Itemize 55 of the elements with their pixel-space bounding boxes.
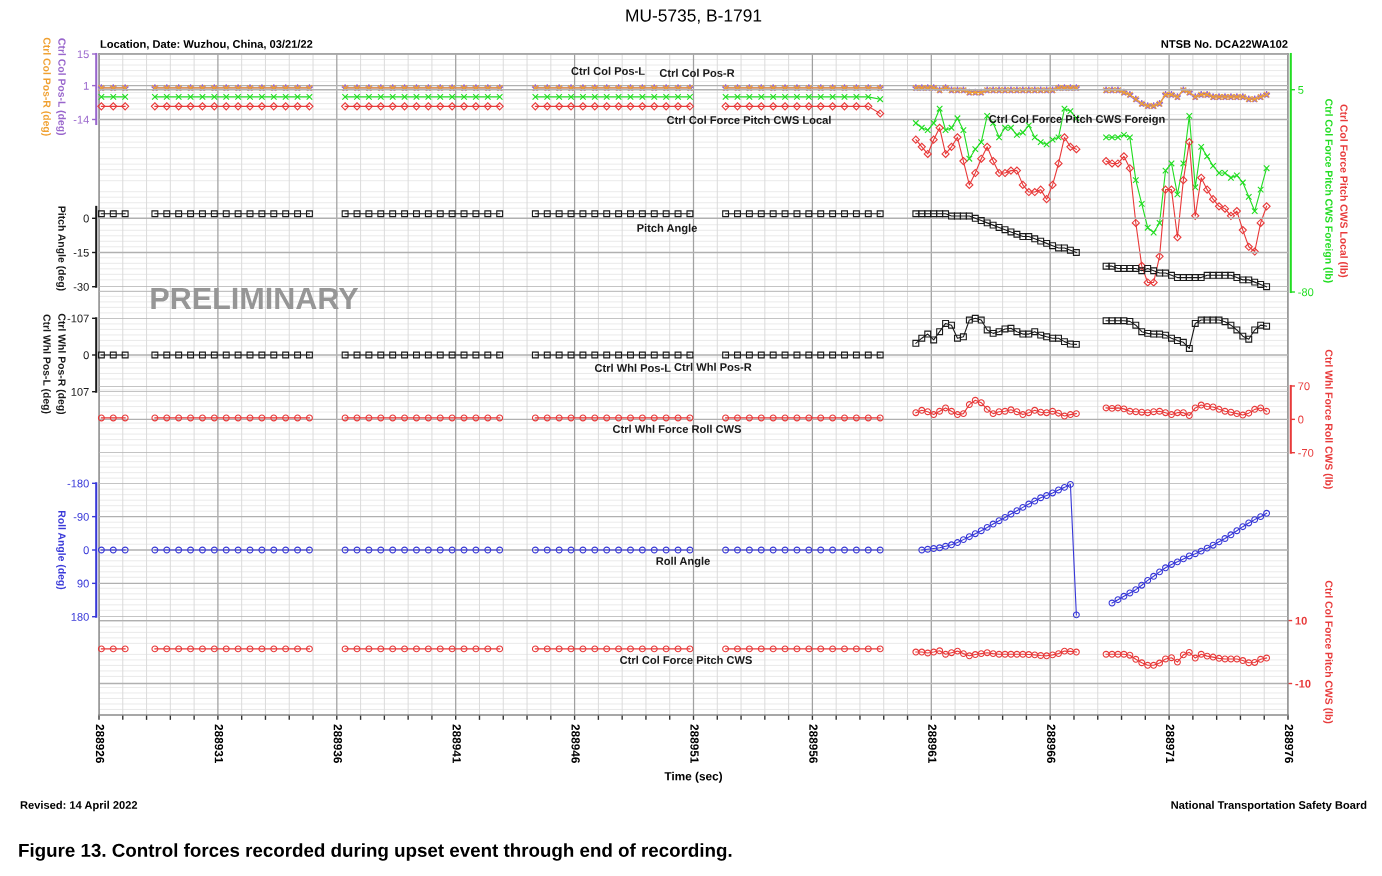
text: National Transportation Safety Board	[1171, 800, 1367, 812]
x-tick-label: 288951	[690, 724, 699, 764]
y-axis-title: Ctrl Whl Pos-R (deg) Ctrl Whl Pos-L (deg)	[41, 313, 66, 415]
y-tick-label: -90	[73, 512, 89, 521]
x-tick-label: 288961	[928, 724, 937, 764]
y-tick-label: 0	[1298, 415, 1304, 424]
x-tick-label: 288941	[452, 724, 461, 764]
y-tick-label: 90	[77, 579, 89, 588]
y-axis-title: Ctrl Col Force Pitch CWS Foreign (lb) Ctrl Col Force Pitch CWS Local (lb)	[1323, 98, 1348, 283]
y-tick-label: 70	[1298, 382, 1310, 391]
caption: Figure 13. Control forces recorded during upset event through end of recording.	[19, 843, 732, 861]
y-tick-label: 5	[1298, 86, 1304, 94]
series-label: Ctrl Col Pos-R	[659, 68, 735, 77]
series-label: Ctrl Whl Force Roll CWS	[612, 424, 742, 433]
text: NTSB No. DCA22WA102	[1161, 40, 1288, 48]
text: Location, Date: Wuzhou, China, 03/21/22	[100, 39, 313, 50]
x-tick-label: 288976	[1284, 724, 1294, 763]
y-axis-title: Ctrl Whl Force Roll CWS (lb)	[1323, 349, 1333, 489]
y-tick-label: -180	[67, 479, 89, 488]
y-tick-label: 0	[83, 351, 89, 360]
series-label: Ctrl Col Force Pitch CWS Local	[667, 115, 831, 124]
series-label: Ctrl Col Pos-L	[571, 66, 645, 75]
series-label: Pitch Angle	[637, 223, 697, 235]
y-tick-label: -80	[1298, 288, 1314, 297]
x-tick-label: 288931	[214, 724, 224, 764]
y-tick-label: 10	[1295, 616, 1307, 625]
text: Revised: 14 April 2022	[20, 800, 138, 812]
y-tick-label: -30	[73, 282, 89, 291]
x-tick-label: 288936	[333, 724, 342, 763]
x-tick-label: 288966	[1047, 724, 1056, 763]
y-axis-title: Roll Angle (deg)	[56, 510, 66, 590]
x-tick-label: 288926	[95, 724, 105, 763]
y-axis-title: Ctrl Col Pos-L (deg) Ctrl Col Pos-R (deg)	[41, 37, 66, 136]
y-tick-label: 180	[71, 612, 89, 621]
y-tick-label: -107	[67, 314, 89, 323]
x-tick-label: 288946	[571, 724, 580, 763]
chart-title: MU-5735, B-1791	[626, 9, 762, 24]
y-tick-label: -15	[73, 248, 89, 257]
y-axis-title: Ctrl Col Force Pitch CWS (lb)	[1323, 580, 1333, 724]
y-tick-label: 107	[71, 387, 89, 396]
x-axis-title: Time (sec)	[664, 771, 723, 783]
y-tick-label: -70	[1298, 448, 1314, 457]
series-label: Ctrl Whl Pos-R	[674, 362, 752, 371]
text: Ctrl Whl Pos-L	[594, 363, 671, 372]
y-axis-title: Pitch Angle (deg)	[56, 206, 66, 291]
series-label: Roll Angle	[656, 556, 710, 568]
y-tick-label: -14	[73, 115, 89, 124]
series-label: Ctrl Col Force Pitch CWS	[620, 655, 752, 664]
y-tick-label: 0	[83, 546, 89, 555]
x-tick-label: 288971	[1165, 724, 1175, 764]
y-tick-label: 1	[83, 81, 89, 90]
x-tick-label: 288956	[809, 724, 818, 763]
y-tick-label: -10	[1295, 679, 1311, 688]
y-tick-label: 15	[77, 50, 89, 59]
y-tick-label: 0	[83, 214, 89, 223]
